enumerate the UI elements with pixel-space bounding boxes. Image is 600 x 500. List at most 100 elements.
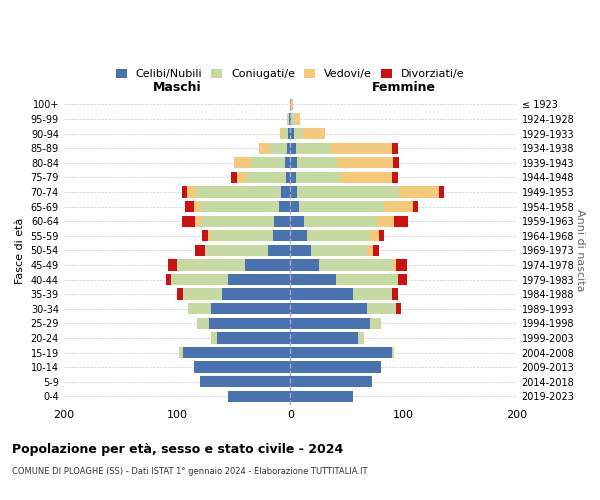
Bar — [166, 274, 172, 285]
Bar — [290, 347, 392, 358]
Bar — [232, 172, 237, 183]
Bar — [295, 114, 301, 124]
Bar — [284, 157, 290, 168]
Bar — [194, 362, 290, 373]
Bar — [299, 201, 384, 212]
Bar — [287, 114, 289, 124]
Bar — [290, 244, 311, 256]
Bar — [259, 142, 270, 154]
Bar — [296, 172, 341, 183]
Bar — [228, 390, 290, 402]
Bar — [208, 230, 211, 241]
Bar — [177, 260, 245, 270]
Bar — [292, 114, 295, 124]
Bar — [196, 186, 281, 198]
Bar — [290, 260, 319, 270]
Bar — [168, 260, 177, 270]
Bar — [233, 157, 251, 168]
Bar — [290, 376, 372, 388]
Y-axis label: Fasce di età: Fasce di età — [15, 217, 25, 284]
Bar — [228, 274, 290, 285]
Bar — [394, 216, 408, 227]
Text: Maschi: Maschi — [153, 81, 202, 94]
Bar — [268, 244, 290, 256]
Bar — [209, 318, 290, 329]
Bar — [373, 244, 379, 256]
Bar — [197, 318, 209, 329]
Bar — [392, 172, 398, 183]
Bar — [290, 318, 370, 329]
Bar — [392, 288, 398, 300]
Bar — [290, 186, 297, 198]
Bar — [290, 172, 296, 183]
Bar — [307, 230, 370, 241]
Bar — [283, 128, 288, 140]
Bar — [290, 98, 293, 110]
Bar — [290, 201, 299, 212]
Bar — [195, 216, 201, 227]
Bar — [281, 186, 290, 198]
Text: COMUNE DI PLOAGHE (SS) - Dati ISTAT 1° gennaio 2024 - Elaborazione TUTTITALIA.IT: COMUNE DI PLOAGHE (SS) - Dati ISTAT 1° g… — [12, 468, 367, 476]
Bar — [367, 244, 373, 256]
Bar — [182, 186, 187, 198]
Bar — [392, 142, 398, 154]
Bar — [297, 157, 337, 168]
Bar — [303, 128, 325, 140]
Bar — [211, 230, 273, 241]
Bar — [290, 216, 304, 227]
Bar — [370, 318, 381, 329]
Bar — [290, 142, 296, 154]
Bar — [182, 216, 195, 227]
Bar — [182, 347, 290, 358]
Bar — [280, 128, 283, 140]
Bar — [399, 186, 439, 198]
Bar — [392, 347, 394, 358]
Bar — [290, 303, 367, 314]
Bar — [195, 244, 205, 256]
Bar — [413, 201, 418, 212]
Bar — [311, 244, 367, 256]
Bar — [172, 274, 228, 285]
Bar — [392, 260, 395, 270]
Bar — [217, 332, 290, 344]
Bar — [201, 216, 274, 227]
Bar — [205, 244, 268, 256]
Bar — [393, 157, 399, 168]
Bar — [179, 347, 182, 358]
Bar — [330, 142, 392, 154]
Bar — [286, 172, 290, 183]
Bar — [288, 128, 290, 140]
Bar — [353, 288, 392, 300]
Bar — [290, 230, 307, 241]
Bar — [296, 142, 330, 154]
Bar — [293, 128, 303, 140]
Bar — [370, 230, 379, 241]
Bar — [341, 172, 392, 183]
Bar — [398, 274, 407, 285]
Bar — [335, 274, 398, 285]
Bar — [379, 230, 384, 241]
Bar — [290, 114, 292, 124]
Bar — [358, 332, 364, 344]
Bar — [290, 274, 335, 285]
Bar — [188, 303, 211, 314]
Bar — [237, 172, 246, 183]
Text: Femmine: Femmine — [371, 81, 436, 94]
Bar — [367, 303, 395, 314]
Bar — [290, 288, 353, 300]
Bar — [279, 201, 290, 212]
Bar — [377, 216, 394, 227]
Bar — [270, 142, 287, 154]
Bar — [182, 288, 223, 300]
Bar — [290, 128, 293, 140]
Bar — [290, 332, 358, 344]
Bar — [202, 230, 208, 241]
Bar — [290, 390, 353, 402]
Bar — [337, 157, 393, 168]
Y-axis label: Anni di nascita: Anni di nascita — [575, 209, 585, 292]
Bar — [251, 157, 284, 168]
Bar — [289, 114, 290, 124]
Bar — [211, 332, 217, 344]
Bar — [290, 157, 297, 168]
Bar — [384, 201, 413, 212]
